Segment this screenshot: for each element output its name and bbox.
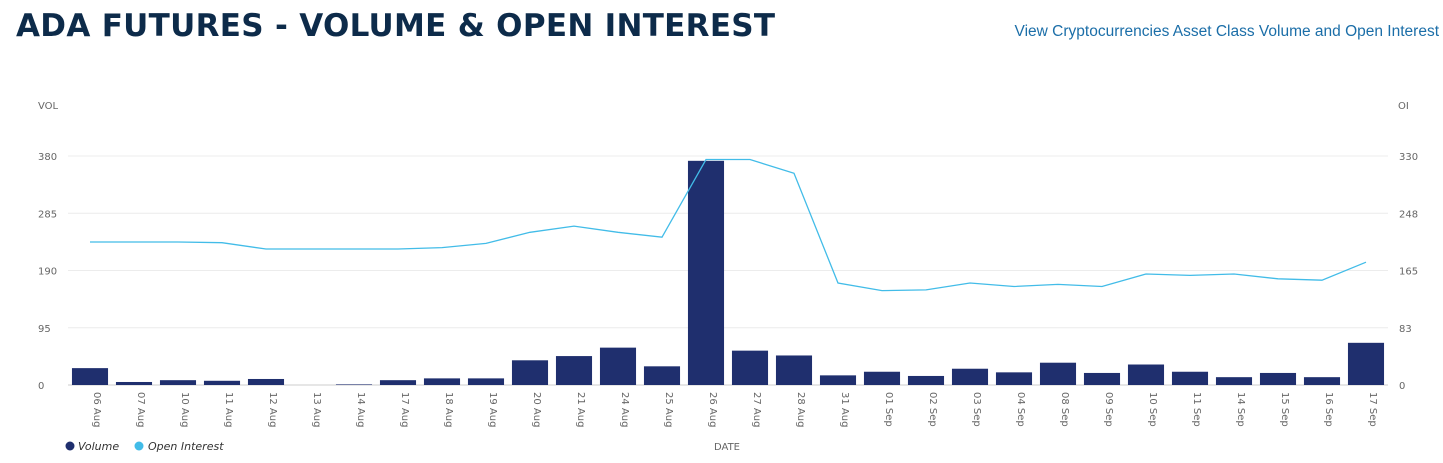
x-tick-label: 18 Aug xyxy=(443,392,454,427)
x-tick-label: 02 Sep xyxy=(927,392,938,427)
left-axis-title: VOL xyxy=(38,101,59,112)
volume-bar[interactable] xyxy=(687,160,725,385)
volume-bar[interactable] xyxy=(1215,377,1253,385)
left-axis-ticks: 0 95 190 285 380 xyxy=(38,152,57,392)
x-tick-label: 03 Sep xyxy=(971,392,982,427)
legend-item-volume[interactable]: Volume xyxy=(65,440,120,453)
x-tick-label: 08 Sep xyxy=(1059,392,1070,427)
asset-class-link[interactable]: View Cryptocurrencies Asset Class Volume… xyxy=(1014,23,1439,40)
x-axis-ticks: 06 Aug 07 Aug 10 Aug 11 Aug 12 Aug 13 Aug 14 A… xyxy=(91,392,1378,427)
right-tick-label: 165 xyxy=(1399,267,1418,278)
x-tick-label: 21 Aug xyxy=(575,392,586,427)
page-title: ADA FUTURES - VOLUME & OPEN INTEREST xyxy=(16,8,776,44)
left-tick-label: 380 xyxy=(38,152,57,163)
left-tick-label: 285 xyxy=(38,209,57,220)
volume-bar[interactable] xyxy=(555,356,593,385)
legend-volume-label: Volume xyxy=(78,440,119,453)
volume-bar[interactable] xyxy=(819,375,857,385)
volume-bar[interactable] xyxy=(423,378,461,385)
x-tick-label: 17 Aug xyxy=(399,392,410,427)
volume-bar[interactable] xyxy=(1347,342,1385,385)
volume-bar[interactable] xyxy=(643,366,681,385)
volume-bar[interactable] xyxy=(995,372,1033,385)
x-tick-label: 14 Sep xyxy=(1235,392,1246,427)
x-tick-label: 27 Aug xyxy=(751,392,762,427)
right-tick-label: 0 xyxy=(1399,381,1405,392)
volume-bar[interactable] xyxy=(379,380,417,385)
right-tick-label: 248 xyxy=(1399,209,1418,220)
right-tick-label: 330 xyxy=(1399,152,1418,163)
volume-bar[interactable] xyxy=(863,371,901,385)
x-tick-label: 13 Aug xyxy=(311,392,322,427)
volume-bar[interactable] xyxy=(731,350,769,385)
x-tick-label: 15 Sep xyxy=(1279,392,1290,427)
x-tick-label: 04 Sep xyxy=(1015,392,1026,427)
legend-volume-marker xyxy=(65,441,75,451)
x-tick-label: 10 Sep xyxy=(1147,392,1158,427)
x-tick-label: 14 Aug xyxy=(355,392,366,427)
x-tick-label: 09 Sep xyxy=(1103,392,1114,427)
left-tick-label: 0 xyxy=(38,381,44,392)
legend-open-interest-label: Open Interest xyxy=(148,440,224,453)
x-tick-label: 07 Aug xyxy=(135,392,146,427)
x-tick-label: 11 Sep xyxy=(1191,392,1202,427)
x-tick-label: 10 Aug xyxy=(179,392,190,427)
volume-bar[interactable] xyxy=(1039,362,1077,385)
volume-bar[interactable] xyxy=(159,380,197,385)
legend-open-interest-marker xyxy=(134,441,144,451)
x-tick-label: 01 Sep xyxy=(883,392,894,427)
volume-bar[interactable] xyxy=(115,381,153,385)
x-tick-label: 25 Aug xyxy=(663,392,674,427)
chart-gridlines xyxy=(68,155,1388,386)
volume-bar[interactable] xyxy=(1083,372,1121,385)
legend-item-open-interest[interactable]: Open Interest xyxy=(134,440,225,453)
x-tick-label: 17 Sep xyxy=(1367,392,1378,427)
x-tick-label: 28 Aug xyxy=(795,392,806,427)
volume-bar[interactable] xyxy=(907,375,945,385)
volume-bar[interactable] xyxy=(203,380,241,385)
x-tick-label: 12 Aug xyxy=(267,392,278,427)
legend: Volume Open Interest xyxy=(65,440,225,453)
right-tick-label: 83 xyxy=(1399,324,1412,335)
x-tick-label: 19 Aug xyxy=(487,392,498,427)
right-axis-title: OI xyxy=(1398,101,1409,112)
volume-bars xyxy=(71,160,1385,385)
x-tick-label: 31 Aug xyxy=(839,392,850,427)
x-tick-label: 20 Aug xyxy=(531,392,542,427)
volume-bar[interactable] xyxy=(775,355,813,385)
x-tick-label: 16 Sep xyxy=(1323,392,1334,427)
left-tick-label: 95 xyxy=(38,324,51,335)
volume-bar[interactable] xyxy=(467,378,505,385)
volume-bar[interactable] xyxy=(1127,364,1165,385)
volume-bar[interactable] xyxy=(951,368,989,385)
x-tick-label: 11 Aug xyxy=(223,392,234,427)
x-axis-title: DATE xyxy=(714,442,740,453)
left-tick-label: 190 xyxy=(38,267,57,278)
right-axis-ticks: 0 83 165 248 330 xyxy=(1399,152,1418,392)
open-interest-line xyxy=(90,158,1367,292)
volume-bar[interactable] xyxy=(335,384,373,385)
volume-bar[interactable] xyxy=(1171,371,1209,385)
x-tick-label: 24 Aug xyxy=(619,392,630,427)
volume-bar[interactable] xyxy=(599,347,637,385)
volume-bar[interactable] xyxy=(71,368,109,385)
volume-bar[interactable] xyxy=(247,378,285,385)
volume-bar[interactable] xyxy=(1259,372,1297,385)
volume-bar[interactable] xyxy=(511,360,549,385)
volume-bar[interactable] xyxy=(1303,377,1341,385)
x-tick-label: 06 Aug xyxy=(91,392,102,427)
x-tick-label: 26 Aug xyxy=(707,392,718,427)
